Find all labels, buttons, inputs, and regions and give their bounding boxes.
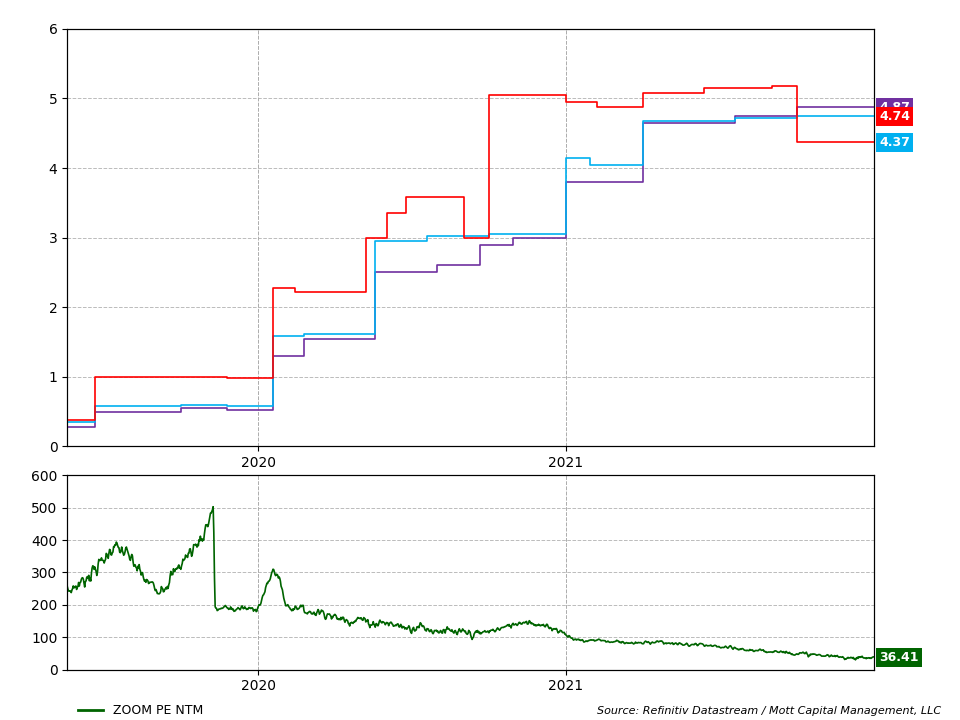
Text: Source: Refinitiv Datastream / Mott Capital Management, LLC: Source: Refinitiv Datastream / Mott Capi… <box>597 706 941 716</box>
Text: 4.74: 4.74 <box>879 110 910 123</box>
Legend: ZOOM PE NTM: ZOOM PE NTM <box>74 699 208 720</box>
Legend: ZOOM FY 2022 EPS EST, ZOOM FY 2023 EPS EST, ZOOM FY 2024 EPS EST: ZOOM FY 2022 EPS EST, ZOOM FY 2023 EPS E… <box>74 486 654 499</box>
Text: 4.87: 4.87 <box>879 101 910 114</box>
Text: 36.41: 36.41 <box>879 652 919 665</box>
Text: 4.37: 4.37 <box>879 136 910 149</box>
